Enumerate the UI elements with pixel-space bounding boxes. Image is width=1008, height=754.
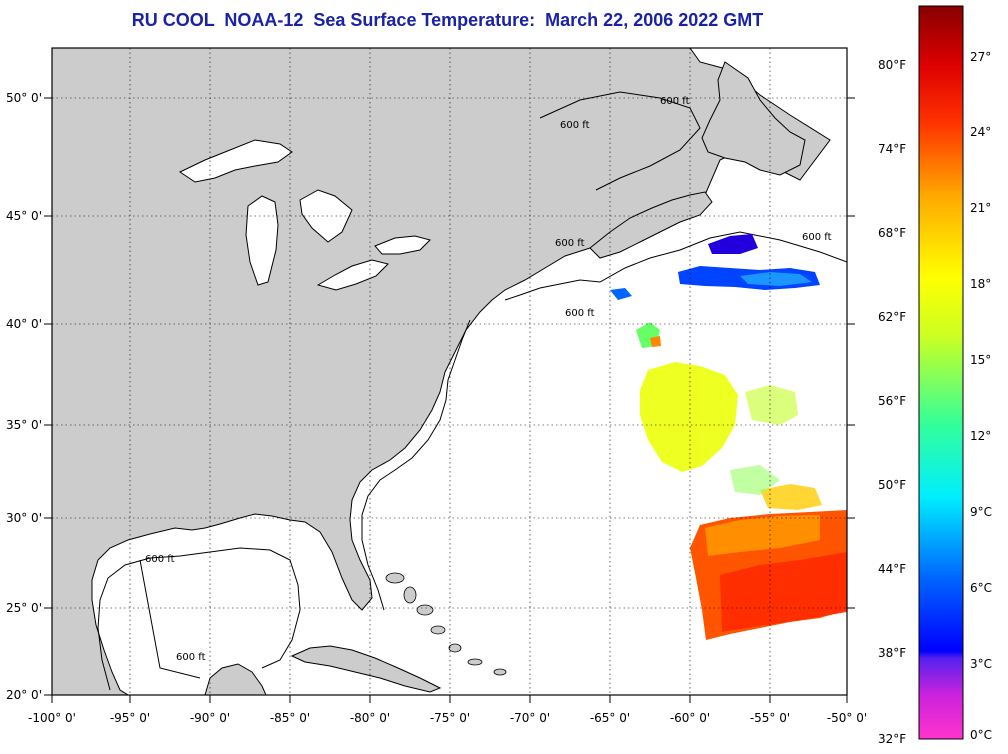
lon-label: -55° 0' xyxy=(750,711,790,725)
isobath-label-yucatan: 600 ft xyxy=(176,652,206,663)
f-label: 56°F xyxy=(878,394,906,408)
isobath-label-gulf-st-lawrence: 600 ft xyxy=(660,96,690,107)
nova-scotia xyxy=(589,191,713,259)
isobath-label-st-lawrence: 600 ft xyxy=(560,120,590,131)
lon-label: -90° 0' xyxy=(190,711,230,725)
lat-label: 30° 0' xyxy=(6,511,42,525)
c-label: 12°C xyxy=(970,429,992,443)
graticule xyxy=(52,48,847,695)
sst-patch-yellow xyxy=(640,362,738,472)
c-label: 0°C xyxy=(970,728,992,740)
sst-map: 600 ft 600 ft 600 ft 600 ft 600 ft 600 f… xyxy=(6,47,867,725)
c-label: 21°C xyxy=(970,201,992,215)
isobath-label-grand-banks: 600 ft xyxy=(802,232,832,243)
f-label: 62°F xyxy=(878,310,906,324)
lat-label: 20° 0' xyxy=(6,688,42,702)
c-label: 9°C xyxy=(970,505,992,519)
lon-label: -85° 0' xyxy=(270,711,310,725)
yucatan-peninsula xyxy=(204,663,267,695)
cuba xyxy=(290,645,442,693)
temperature-colorbar: 80°F 74°F 68°F 62°F 56°F 50°F 44°F 38°F … xyxy=(918,5,992,740)
lon-label: -50° 0' xyxy=(827,711,867,725)
lon-label: -95° 0' xyxy=(110,711,150,725)
lon-label: -100° 0' xyxy=(28,711,76,725)
fahrenheit-axis: 80°F 74°F 68°F 62°F 56°F 50°F 44°F 38°F … xyxy=(878,58,906,745)
great-lakes xyxy=(178,139,431,291)
isobath-label-gulf: 600 ft xyxy=(145,554,175,565)
f-label: 38°F xyxy=(878,646,906,660)
map-title: RU COOL NOAA-12 Sea Surface Temperature:… xyxy=(131,10,764,30)
c-label: 27°C xyxy=(970,50,992,64)
lat-label: 40° 0' xyxy=(6,317,42,331)
f-label: 50°F xyxy=(878,478,906,492)
latitude-labels: 50° 0' 45° 0' 40° 0' 35° 0' 30° 0' 25° 0… xyxy=(6,91,42,702)
c-label: 18°C xyxy=(970,277,992,291)
landmass-north-america xyxy=(52,48,831,695)
isobath-label-shelf: 600 ft xyxy=(565,308,595,319)
lon-label: -60° 0' xyxy=(670,711,710,725)
lat-label: 35° 0' xyxy=(6,418,42,432)
f-label: 44°F xyxy=(878,562,906,576)
f-label: 32°F xyxy=(878,732,906,745)
f-label: 74°F xyxy=(878,142,906,156)
celsius-labels: 27°C 24°C 21°C 18°C 15°C 12°C 9°C 6°C 3°… xyxy=(970,50,992,740)
colorbar-gradient xyxy=(918,5,964,740)
f-label: 80°F xyxy=(878,58,906,72)
bahamas xyxy=(385,572,507,676)
lon-label: -65° 0' xyxy=(590,711,630,725)
c-label: 3°C xyxy=(970,657,992,671)
sst-data xyxy=(610,234,847,640)
c-label: 6°C xyxy=(970,581,992,595)
isobath-label-gom: 600 ft xyxy=(555,238,585,249)
lat-label: 45° 0' xyxy=(6,209,42,223)
f-label: 68°F xyxy=(878,226,906,240)
lon-label: -75° 0' xyxy=(430,711,470,725)
c-label: 24°C xyxy=(970,125,992,139)
lat-label: 25° 0' xyxy=(6,601,42,615)
lon-label: -80° 0' xyxy=(350,711,390,725)
c-label: 15°C xyxy=(970,353,992,367)
lat-label: 50° 0' xyxy=(6,91,42,105)
longitude-labels: -100° 0' -95° 0' -90° 0' -85° 0' -80° 0'… xyxy=(28,711,867,725)
lon-label: -70° 0' xyxy=(510,711,550,725)
isobath-labels: 600 ft 600 ft 600 ft 600 ft 600 ft 600 f… xyxy=(145,96,832,663)
tick-marks xyxy=(44,97,855,703)
